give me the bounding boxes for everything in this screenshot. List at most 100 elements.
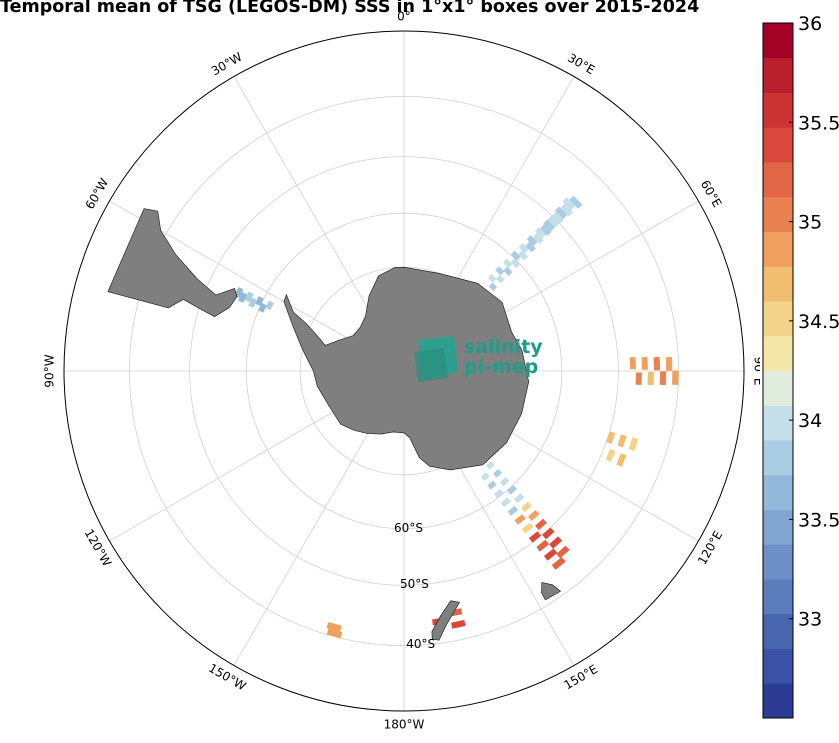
sss-cell [535, 518, 547, 531]
tasmania-landmass [541, 582, 562, 601]
colorbar-swatch [763, 162, 793, 198]
colorbar-swatch [763, 579, 793, 615]
sss-cell [514, 514, 526, 525]
sss-cell [554, 206, 568, 219]
colorbar-swatch [763, 92, 793, 128]
sss-cell [536, 539, 550, 552]
colorbar-swatch [763, 231, 793, 267]
sss-cell [569, 195, 583, 209]
sss-cell [542, 527, 555, 540]
sss-cell [514, 493, 525, 504]
sss-cell [605, 448, 616, 462]
sss-cell [518, 242, 530, 254]
sss-cell [540, 224, 552, 236]
longitude-label: 90°E [752, 357, 761, 386]
sss-cell [528, 531, 542, 543]
latitude-label: 40°S [406, 637, 435, 651]
salinity-pi-mep-logo: salinity pi-mep [414, 334, 544, 384]
sss-cell [248, 297, 257, 308]
colorbar-swatch [763, 57, 793, 93]
sss-cell [486, 461, 495, 470]
sss-cell [244, 291, 254, 303]
sss-cell [544, 548, 558, 561]
sss-cell [500, 497, 511, 508]
longitude-label: 60°E [698, 178, 725, 210]
sss-cell [238, 292, 248, 303]
sss-cell [665, 356, 673, 372]
sss-cell [551, 557, 566, 570]
colorbar-swatch [763, 440, 793, 476]
longitude-label: 0° [397, 10, 411, 24]
colorbar-swatch [763, 335, 793, 371]
colorbar-swatches [763, 23, 793, 719]
south-america-landmass [107, 208, 238, 318]
colorbar-swatch [763, 683, 793, 719]
sss-cell [549, 536, 563, 549]
sss-cell [487, 274, 497, 283]
land-masses [107, 208, 562, 641]
longitude-label: 150°W [206, 661, 248, 694]
sss-cell [628, 437, 639, 452]
sss-cell [562, 197, 576, 211]
latitude-labels: 60°S 50°S 40°S [394, 521, 435, 651]
logo-line-1: salinity [464, 336, 543, 358]
sss-cell [326, 622, 342, 632]
sss-cell [510, 250, 521, 261]
longitude-label: 90°W [43, 354, 57, 387]
sss-cell [551, 211, 565, 224]
sss-cell [510, 258, 521, 269]
antarctica-landmass [283, 266, 530, 471]
polar-map: 0° 30°E 60°E 90°E 120°E 150°E 180°W 150°W 120°W 9… [43, 10, 761, 732]
colorbar-tick-label: 34.5 [798, 311, 839, 333]
sss-cell [500, 476, 510, 487]
sss-cell [258, 302, 267, 313]
longitude-label: 120°W [82, 527, 115, 569]
sss-cell [255, 296, 264, 307]
logo-line-2: pi-mep [464, 356, 539, 378]
latitude-label: 50°S [400, 577, 429, 591]
longitude-label: 30°E [565, 51, 597, 78]
sss-cell [617, 434, 627, 448]
sss-cell [606, 431, 616, 445]
sss-cell [503, 258, 513, 268]
colorbar-tick-label: 33 [798, 609, 822, 631]
sss-cell [451, 619, 466, 629]
sss-cell [507, 505, 519, 516]
sss-cell [525, 241, 536, 253]
colorbar-swatch [763, 266, 793, 302]
logo-icon [414, 336, 458, 382]
colorbar-swatch [763, 405, 793, 441]
sss-cell [488, 282, 498, 291]
sss-cell [635, 372, 642, 386]
latitude-label: 60°S [394, 521, 423, 535]
sss-cell [487, 480, 497, 490]
sss-cell [659, 371, 667, 386]
longitude-label: 180°W [384, 718, 425, 732]
sss-cell [326, 628, 343, 639]
colorbar-tick-label: 34 [798, 410, 822, 432]
chart-title: Temporal mean of TSG (LEGOS-DM) SSS in 1… [0, 0, 700, 17]
meridian-line [233, 76, 379, 327]
sss-cell [641, 356, 648, 370]
colorbar-swatch [763, 23, 793, 59]
meridian-line [233, 415, 379, 666]
sss-cell [480, 472, 490, 481]
sss-cell [521, 501, 532, 513]
sss-cell [672, 370, 679, 385]
sss-cell [503, 266, 513, 276]
sss-cell [528, 509, 540, 522]
sss-cell [629, 357, 636, 370]
sss-cell [526, 235, 538, 246]
sss-cell [556, 545, 570, 559]
sss-cell [493, 468, 503, 478]
sss-cell [493, 489, 504, 499]
colorbar-tick-label: 35.5 [798, 112, 839, 134]
sss-cell [496, 274, 505, 284]
new-zealand-landmass [431, 600, 461, 641]
colorbar-swatch [763, 509, 793, 545]
sss-cell [560, 203, 574, 217]
sss-cell [507, 484, 517, 495]
meridian-line [109, 396, 360, 542]
sss-cell [265, 300, 274, 311]
